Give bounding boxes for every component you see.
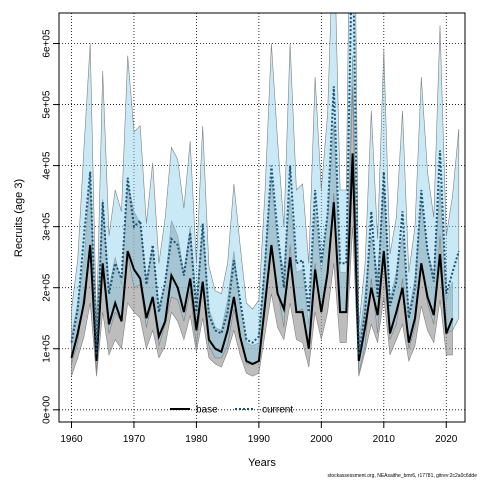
y-tick-label: 5e+05 [42, 90, 53, 119]
y-tick-label: 1e+05 [42, 334, 53, 363]
line-current [70, 13, 460, 356]
y-axis-title: Recruits (age 3) [13, 179, 25, 257]
x-tick-label: 1970 [123, 434, 146, 445]
y-axis: 0e+00 1e+05 2e+05 3e+05 4e+05 5e+05 6e+05 [42, 29, 59, 424]
y-tick-label: 6e+05 [42, 29, 53, 58]
x-tick-label: 2010 [373, 434, 396, 445]
legend-label-current: current [262, 405, 293, 416]
x-tick-label: 2000 [310, 434, 333, 445]
plot-frame [58, 12, 466, 423]
series-lines [70, 13, 460, 366]
x-tick-label: 1980 [185, 434, 208, 445]
x-tick-label: 2020 [435, 434, 458, 445]
x-tick-label: 1960 [60, 434, 83, 445]
y-tick-label: 2e+05 [42, 273, 53, 302]
y-tick-label: 0e+00 [42, 395, 53, 424]
y-tick-label: 3e+05 [42, 212, 53, 241]
line-base [70, 153, 454, 366]
x-tick-label: 1990 [248, 434, 271, 445]
x-axis-title: Years [248, 457, 276, 469]
x-axis: 1960 1970 1980 1990 2000 2010 2020 [60, 422, 458, 445]
footnote: stockassessment.org, NEAsaithe_bmr6, r17… [327, 473, 477, 479]
y-tick-label: 4e+05 [42, 151, 53, 180]
legend: base current [170, 405, 293, 416]
legend-label-base: base [196, 405, 218, 416]
band-current [71, 13, 460, 374]
